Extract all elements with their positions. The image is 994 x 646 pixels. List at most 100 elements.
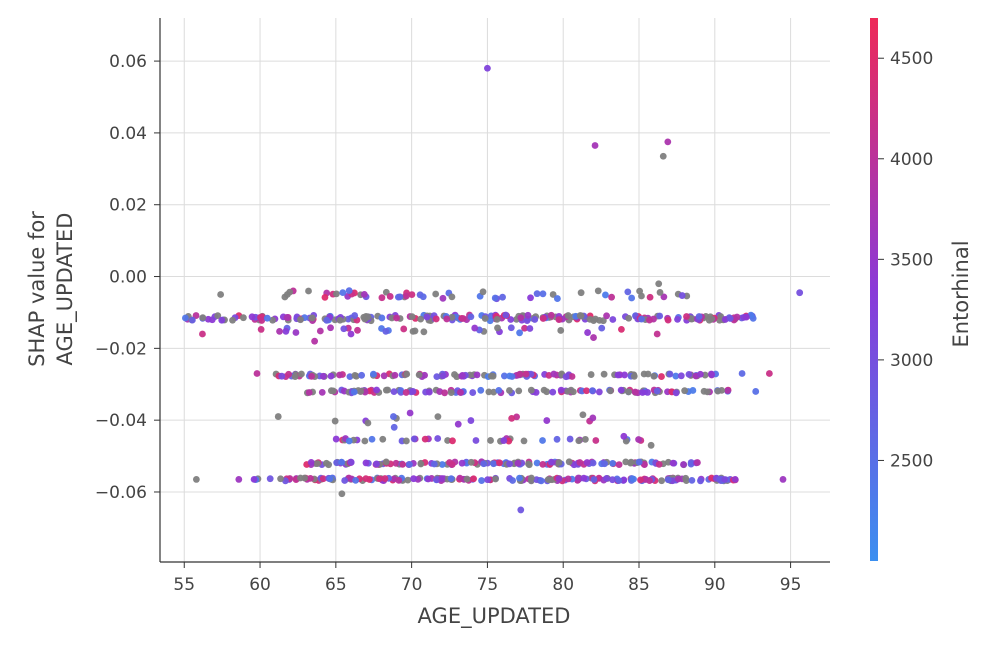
data-point <box>569 388 577 396</box>
data-point <box>327 324 334 332</box>
data-point <box>266 475 274 483</box>
data-point <box>336 371 343 379</box>
data-point <box>539 437 546 444</box>
data-point <box>485 388 493 396</box>
data-point <box>617 386 625 394</box>
data-point <box>274 413 282 420</box>
data-point <box>609 459 617 467</box>
data-point <box>492 475 499 483</box>
data-point <box>733 313 741 321</box>
data-point <box>508 414 516 422</box>
data-point <box>495 386 503 394</box>
data-point <box>618 325 625 333</box>
data-point <box>434 435 442 442</box>
data-point <box>451 371 458 378</box>
data-point <box>316 327 324 335</box>
data-point <box>382 327 390 335</box>
data-point <box>331 417 339 425</box>
data-point <box>390 413 397 420</box>
data-point <box>395 476 403 484</box>
data-point <box>263 314 271 322</box>
data-point <box>434 413 442 421</box>
data-point <box>526 325 534 332</box>
data-point <box>444 437 451 444</box>
data-point <box>646 293 654 301</box>
data-point <box>650 372 658 380</box>
data-point <box>448 313 456 321</box>
data-point <box>742 313 750 321</box>
data-point <box>311 337 319 345</box>
data-point <box>308 372 315 380</box>
data-point <box>600 370 608 378</box>
data-point <box>489 372 497 380</box>
data-point <box>318 388 326 396</box>
data-point <box>447 389 455 396</box>
data-point <box>467 417 475 424</box>
data-point <box>393 314 400 322</box>
data-point <box>250 475 258 483</box>
data-point <box>527 294 534 302</box>
data-point <box>664 476 672 484</box>
data-point <box>507 324 515 332</box>
data-point <box>373 386 381 394</box>
data-point <box>403 370 411 378</box>
data-point <box>378 314 386 322</box>
data-point <box>557 386 565 394</box>
data-point <box>419 293 427 301</box>
data-point <box>584 329 591 336</box>
data-point <box>423 313 431 321</box>
data-point <box>424 475 432 483</box>
data-point <box>467 458 475 466</box>
data-point <box>752 388 760 395</box>
data-point <box>396 293 404 301</box>
data-point <box>515 387 523 395</box>
data-point <box>575 437 583 445</box>
data-point <box>432 290 440 298</box>
data-point <box>480 460 488 468</box>
data-point <box>564 312 572 319</box>
data-point <box>562 373 570 381</box>
data-point <box>577 289 585 297</box>
data-point <box>531 316 539 323</box>
data-point <box>364 313 372 321</box>
data-point <box>624 288 632 296</box>
data-point <box>666 370 674 378</box>
data-point <box>362 459 370 467</box>
y-tick-label: 0.04 <box>109 124 147 144</box>
data-point <box>724 387 732 394</box>
data-point <box>579 411 587 419</box>
data-point <box>402 292 410 300</box>
x-axis-ticks: 55 60 65 70 75 80 85 90 95 <box>173 562 801 595</box>
data-point <box>188 316 196 324</box>
data-point <box>564 475 572 483</box>
data-point <box>333 290 340 298</box>
data-point <box>319 475 327 483</box>
data-point <box>399 460 406 468</box>
colorbar <box>870 18 878 561</box>
data-point <box>345 437 353 445</box>
data-point <box>590 476 598 483</box>
data-point <box>603 474 610 482</box>
data-point <box>644 389 651 396</box>
data-point <box>432 315 440 323</box>
data-point <box>590 334 597 341</box>
data-point <box>625 314 633 322</box>
data-point <box>404 476 412 484</box>
data-point <box>557 327 565 334</box>
data-point <box>635 436 642 443</box>
data-point <box>527 386 535 394</box>
data-point <box>490 460 498 468</box>
data-point <box>276 327 283 335</box>
data-point <box>390 388 398 395</box>
data-point <box>555 475 563 483</box>
data-point <box>653 387 661 395</box>
data-point <box>338 458 345 466</box>
data-point <box>655 460 663 468</box>
data-point <box>471 324 479 332</box>
data-point <box>635 458 643 466</box>
data-point <box>378 294 386 302</box>
data-point <box>688 477 696 484</box>
data-point <box>457 389 464 396</box>
data-point <box>321 293 329 301</box>
